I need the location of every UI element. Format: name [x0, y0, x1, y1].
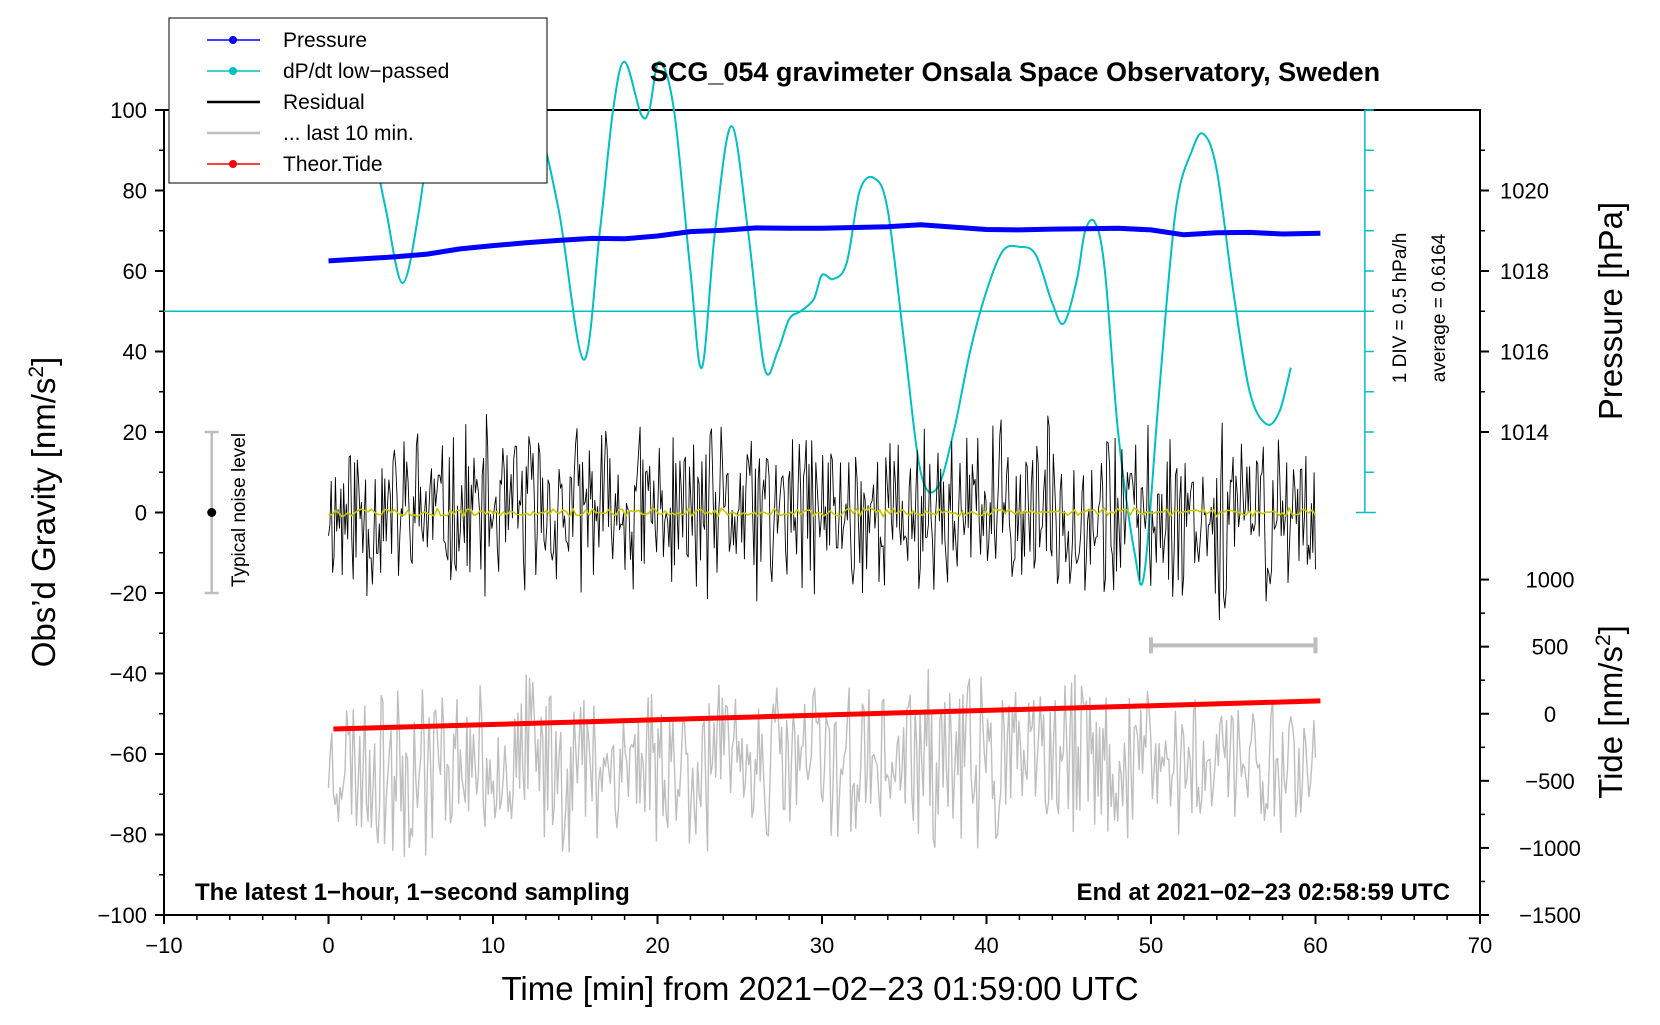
y-tick-label: −60: [110, 742, 147, 767]
y-axis-title-tide: Tide [nm/s2]: [1592, 625, 1629, 799]
y-tick-label: −20: [110, 581, 147, 606]
x-tick-label: 60: [1303, 933, 1327, 958]
noise-level-label: Typical noise level: [229, 433, 250, 587]
residual-smoothed-line: [328, 506, 1317, 518]
annotation-bottom-left: The latest 1−hour, 1−second sampling: [195, 879, 630, 906]
y-tick-label: 20: [123, 420, 147, 445]
pressure-tick-label: 1020: [1500, 179, 1549, 204]
pressure-tick-label: 1018: [1500, 259, 1549, 284]
legend-items: Pressure dP/dt low−passed Residual ... last…: [207, 29, 449, 176]
legend-label: Theor.Tide: [283, 153, 383, 176]
y-axis-title-left-main: Obs’d Gravity [nm/s: [25, 378, 62, 668]
legend-swatch-marker: [229, 36, 237, 44]
y-axis-title-tide-main: Tide [nm/s: [1592, 646, 1629, 799]
x-tick-label: 50: [1139, 933, 1163, 958]
legend-swatch-marker: [229, 67, 237, 75]
x-tick-label: 0: [322, 933, 334, 958]
legend-swatch-marker: [229, 160, 237, 168]
series-layer: [327, 48, 1321, 858]
y-axis-title-left-end: ]: [25, 357, 62, 366]
legend: Pressure dP/dt low−passed Residual ... last…: [168, 17, 548, 184]
y-tick-label: −80: [110, 823, 147, 848]
y-axis-title-left: Obs’d Gravity [nm/s2]: [25, 357, 62, 668]
y-tick-label: −40: [110, 662, 147, 687]
y-tick-label: 0: [135, 501, 147, 526]
x-tick-label: 70: [1468, 933, 1492, 958]
annotation-bottom-right: End at 2021−02−23 02:58:59 UTC: [1076, 879, 1450, 906]
y-axis-title-left-sup: 2: [25, 366, 48, 378]
x-tick-label: −10: [145, 933, 182, 958]
legend-label: dP/dt low−passed: [283, 60, 449, 83]
y-tick-label: 80: [123, 179, 147, 204]
y-tick-label: 60: [123, 259, 147, 284]
last-10-min-line: [327, 668, 1317, 858]
y-tick-label: 100: [110, 98, 147, 123]
y-tick-label: 40: [123, 340, 147, 365]
dpdt-line: [376, 48, 1292, 586]
theor-tide-line: [333, 698, 1321, 732]
noise-bar-center: [207, 508, 217, 517]
average-label: average = 0.6164: [1429, 233, 1450, 382]
residual-line: [328, 413, 1316, 621]
axes-group: −10 0 10 20 30 40 50 60 70100806040200−20−40−60−…: [97, 98, 1580, 958]
y-tick-label: −100: [97, 903, 147, 928]
tide-tick-label: 500: [1532, 635, 1569, 660]
y-axis-title-tide-end: ]: [1592, 625, 1629, 634]
legend-label: Residual: [283, 91, 365, 114]
legend-box: [168, 17, 548, 184]
tide-tick-label: −1000: [1519, 836, 1581, 861]
y-axis-title-tide-sup: 2: [1592, 634, 1615, 646]
x-axis-title: Time [min] from 2021−02−23 01:59:00 UTC: [501, 970, 1138, 1007]
tide-tick-label: 1000: [1526, 568, 1575, 593]
legend-label: Pressure: [283, 29, 367, 52]
y-axis-title-pressure: Pressure [hPa]: [1592, 202, 1629, 420]
x-tick-label: 20: [645, 933, 669, 958]
pressure-tick-label: 1016: [1500, 340, 1549, 365]
pressure-tick-label: 1014: [1500, 420, 1549, 445]
tide-tick-label: −500: [1525, 769, 1575, 794]
overlay-group: [164, 109, 1376, 654]
x-tick-label: 10: [481, 933, 505, 958]
legend-label: ... last 10 min.: [283, 122, 414, 145]
chart-title: SCG_054 gravimeter Onsala Space Observat…: [650, 57, 1380, 87]
pressure-line: [328, 222, 1321, 264]
tide-tick-label: −1500: [1519, 903, 1581, 928]
div-label: 1 DIV = 0.5 hPa/h: [1390, 233, 1411, 384]
x-tick-label: 30: [810, 933, 834, 958]
tide-tick-label: 0: [1544, 702, 1556, 727]
x-tick-label: 40: [974, 933, 998, 958]
